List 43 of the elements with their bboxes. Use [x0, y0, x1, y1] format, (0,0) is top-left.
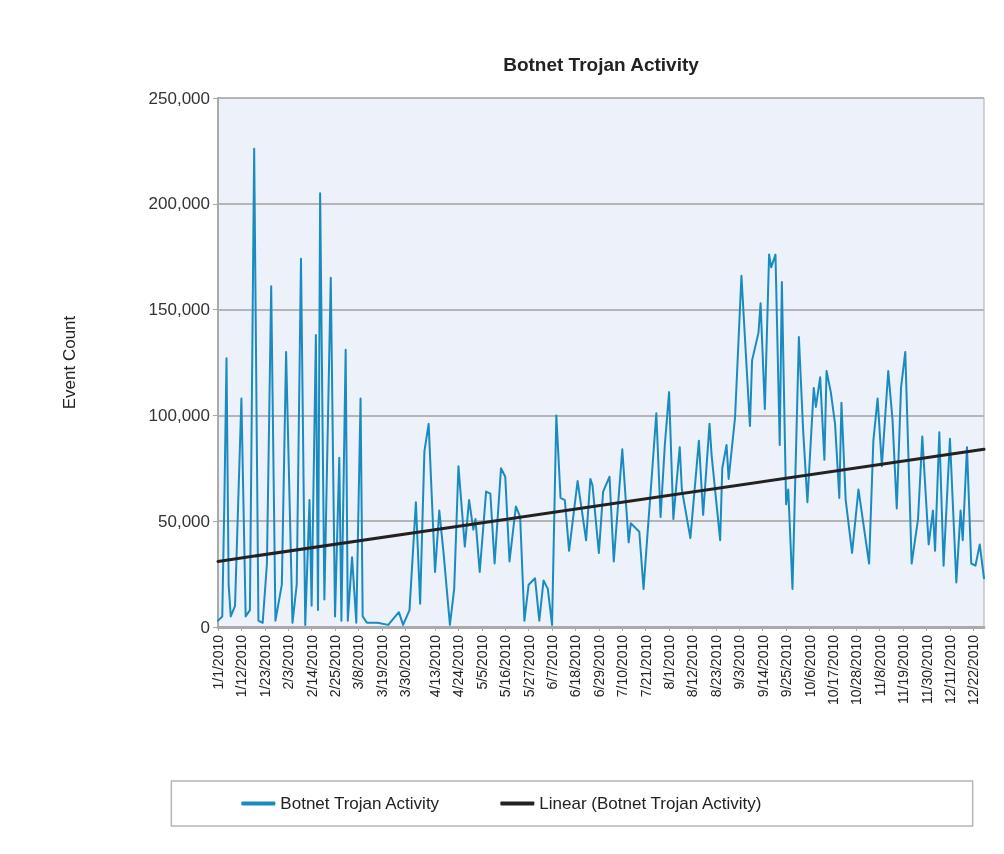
x-tick-label: 1/23/2010 [256, 634, 273, 698]
x-tick-label: 9/14/2010 [754, 634, 771, 698]
x-tick-label: 9/3/2010 [731, 634, 748, 690]
x-tick-label: 6/18/2010 [567, 634, 584, 698]
x-tick-label: 2/25/2010 [327, 634, 344, 698]
y-tick-label: 200,000 [148, 194, 210, 214]
x-tick-label: 10/17/2010 [824, 634, 841, 706]
x-tick-label: 5/5/2010 [473, 634, 490, 690]
x-tick-label: 5/16/2010 [497, 634, 514, 698]
y-tick-label: 50,000 [158, 511, 210, 531]
x-tick-label: 5/27/2010 [520, 634, 537, 698]
legend-label: Linear (Botnet Trojan Activity) [539, 794, 762, 813]
x-tick-label: 10/6/2010 [801, 634, 818, 698]
chart-title: Botnet Trojan Activity [503, 54, 700, 75]
x-tick-label: 9/25/2010 [778, 634, 795, 698]
x-tick-label: 1/12/2010 [233, 634, 250, 698]
x-tick-label: 6/29/2010 [590, 634, 607, 698]
x-tick-label: 8/12/2010 [684, 634, 701, 698]
x-tick-label: 12/11/2010 [941, 634, 958, 705]
x-tick-label: 6/7/2010 [544, 634, 561, 690]
x-tick-label: 8/23/2010 [707, 634, 724, 698]
x-tick-label: 1/1/2010 [210, 634, 226, 690]
y-axis-title: Event Count [60, 315, 79, 410]
x-tick-label: 3/30/2010 [397, 634, 414, 698]
y-tick-label: 100,000 [148, 405, 210, 425]
x-tick-label: 12/22/2010 [965, 634, 982, 706]
y-tick-label: 0 [200, 617, 210, 637]
x-tick-label: 4/24/2010 [450, 634, 467, 698]
x-tick-label: 11/30/2010 [918, 634, 935, 705]
y-tick-label: 250,000 [148, 88, 210, 108]
y-tick-label: 150,000 [148, 300, 210, 320]
x-tick-label: 11/19/2010 [895, 634, 912, 705]
x-tick-label: 8/1/2010 [661, 634, 678, 690]
x-tick-label: 7/10/2010 [614, 634, 631, 698]
x-tick-label: 2/14/2010 [303, 634, 320, 698]
x-tick-label: 4/13/2010 [427, 634, 444, 698]
x-tick-label: 7/21/2010 [637, 634, 654, 698]
x-tick-label: 3/8/2010 [350, 634, 367, 690]
legend-label: Botnet Trojan Activity [280, 794, 440, 813]
x-tick-label: 3/19/2010 [373, 634, 390, 698]
x-tick-label: 11/8/2010 [871, 634, 888, 697]
x-tick-label: 2/3/2010 [280, 634, 297, 690]
x-tick-label: 10/28/2010 [848, 634, 865, 706]
